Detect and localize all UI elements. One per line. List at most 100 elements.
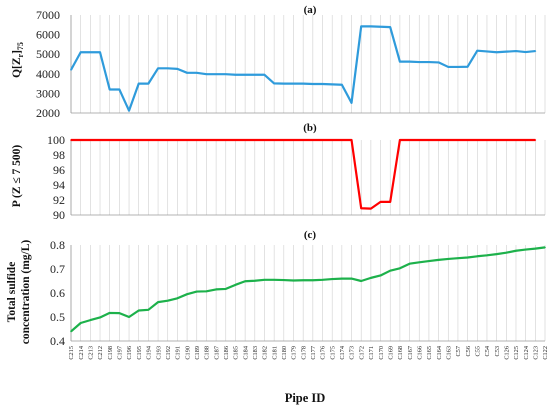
- data-point: [108, 88, 111, 91]
- data-point: [244, 139, 246, 141]
- data-point: [399, 60, 401, 63]
- data-point: [370, 207, 372, 210]
- panel-a-title: (a): [304, 4, 317, 16]
- data-point: [205, 290, 208, 293]
- data-point: [108, 139, 111, 141]
- x-tick-label: C190: [184, 346, 191, 360]
- x-tick-label: C57: [455, 346, 462, 357]
- data-point: [205, 139, 208, 141]
- data-point: [253, 73, 256, 76]
- data-point: [350, 277, 353, 280]
- x-tick-label: C54: [484, 345, 491, 356]
- data-point: [302, 279, 304, 282]
- x-tick-label: C124: [523, 345, 530, 359]
- data-point: [79, 139, 82, 141]
- data-point: [128, 139, 130, 141]
- data-point: [447, 139, 450, 141]
- data-point: [389, 269, 392, 272]
- y-tick-label: 96: [53, 163, 65, 177]
- data-point: [118, 139, 121, 141]
- data-point: [341, 83, 343, 86]
- data-point: [263, 279, 266, 281]
- data-point: [176, 68, 179, 70]
- data-point: [166, 67, 169, 70]
- data-point: [99, 139, 101, 141]
- data-point: [99, 51, 101, 54]
- data-point: [147, 139, 150, 141]
- y-tick-label: 6000: [36, 28, 60, 42]
- data-point: [418, 139, 421, 141]
- data-point: [79, 322, 82, 324]
- x-tick-label: C194: [146, 345, 153, 359]
- x-tick-label: C181: [271, 346, 278, 360]
- data-point: [486, 50, 488, 53]
- x-tick-label: C122: [542, 346, 549, 360]
- x-tick-label: C180: [281, 346, 288, 360]
- data-point: [341, 139, 343, 141]
- data-point: [273, 279, 275, 281]
- x-tick-label: C173: [349, 346, 356, 360]
- data-point: [476, 255, 479, 258]
- data-point: [195, 290, 198, 293]
- data-point: [89, 51, 92, 54]
- x-tick-label: C188: [204, 346, 211, 360]
- data-point: [495, 253, 498, 255]
- data-point: [370, 277, 372, 279]
- data-point: [70, 330, 72, 333]
- data-point: [418, 261, 421, 264]
- y-tick-label: 0.6: [50, 286, 65, 300]
- x-tick-label: C215: [68, 346, 75, 360]
- x-tick-label: C171: [368, 346, 375, 360]
- data-point: [466, 256, 469, 259]
- x-tick-label: C176: [320, 346, 327, 360]
- data-point: [408, 60, 411, 63]
- data-point: [466, 65, 469, 68]
- data-point: [186, 72, 188, 74]
- data-point: [244, 73, 246, 76]
- data-point: [515, 50, 517, 52]
- data-point: [544, 246, 546, 249]
- data-point: [408, 139, 411, 141]
- x-tick-label: C123: [533, 346, 540, 360]
- y-tick-label: 7000: [36, 8, 60, 22]
- y-tick-label: 92: [53, 193, 65, 207]
- x-tick-label: C175: [329, 346, 336, 360]
- panel-c-ylabel-line2: concentration (mg/L): [20, 240, 32, 345]
- data-point: [495, 139, 498, 141]
- x-tick-label: C55: [474, 346, 481, 357]
- data-point: [234, 139, 237, 141]
- data-point: [331, 139, 333, 141]
- data-point: [534, 139, 537, 141]
- data-point: [457, 257, 459, 260]
- x-tick-label: C185: [233, 346, 240, 360]
- panel-b-ylabel: P (Z ≤ 7 500): [11, 145, 23, 208]
- x-tick-label: C193: [155, 346, 162, 360]
- x-tick-label: C56: [465, 346, 472, 357]
- x-axis-label: Pipe ID: [285, 391, 326, 405]
- y-tick-label: 94: [53, 178, 65, 192]
- x-tick-label: C174: [339, 345, 346, 359]
- data-point: [215, 288, 217, 291]
- data-point: [379, 201, 382, 203]
- data-point: [447, 258, 450, 260]
- data-point: [195, 139, 198, 141]
- y-tick-label: 0.4: [50, 334, 65, 348]
- data-point: [447, 66, 450, 68]
- data-point: [505, 139, 508, 141]
- x-tick-label: C213: [88, 346, 95, 360]
- data-point: [486, 139, 488, 141]
- data-point: [370, 25, 372, 28]
- data-point: [147, 309, 150, 311]
- data-point: [273, 82, 275, 85]
- data-point: [292, 279, 295, 282]
- data-point: [89, 139, 92, 141]
- data-point: [331, 83, 333, 86]
- data-point: [466, 139, 469, 141]
- data-point: [157, 301, 159, 303]
- data-point: [360, 280, 363, 282]
- data-point: [350, 139, 353, 141]
- data-point: [321, 83, 324, 85]
- data-point: [147, 82, 150, 85]
- data-point: [263, 139, 266, 141]
